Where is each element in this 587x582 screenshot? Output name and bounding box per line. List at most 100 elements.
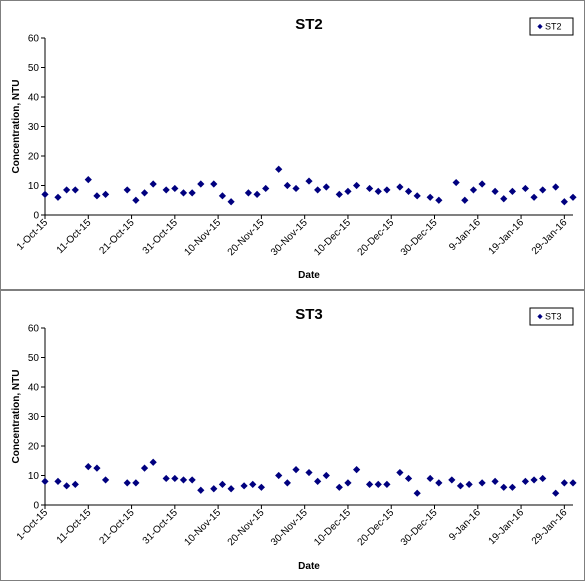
- data-point: [552, 489, 560, 497]
- y-tick-label: 30: [28, 122, 40, 133]
- data-point: [539, 186, 547, 194]
- data-point: [179, 189, 188, 197]
- data-point: [218, 192, 227, 200]
- data-point: [383, 186, 391, 194]
- data-point: [374, 480, 382, 488]
- data-point: [179, 476, 188, 484]
- y-tick-label: 30: [28, 412, 40, 423]
- y-tick-label: 10: [28, 471, 40, 482]
- data-point: [314, 186, 322, 194]
- x-tick-label: 10-Nov-15: [182, 217, 223, 258]
- data-point: [435, 479, 443, 487]
- x-tick-label: 10-Dec-15: [312, 217, 353, 258]
- data-point: [552, 183, 560, 191]
- data-point: [456, 482, 465, 490]
- data-point: [383, 480, 391, 488]
- x-tick-label: 10-Dec-15: [312, 507, 353, 548]
- data-point: [93, 464, 101, 472]
- data-point: [448, 476, 456, 484]
- legend-label: ST2: [545, 22, 562, 32]
- y-tick-label: 0: [33, 211, 39, 222]
- chart-st2: ST2 0 10 20 30 40 50 60 1-Oct-15 11-Oct-15 21-Oct-…: [11, 16, 577, 281]
- data-point: [275, 471, 283, 480]
- data-point: [569, 479, 577, 487]
- data-point: [491, 187, 499, 195]
- data-point: [305, 177, 313, 185]
- y-axis-label: Concentration, NTU: [11, 80, 22, 174]
- y-tick-label: 50: [28, 353, 40, 364]
- data-point: [171, 184, 179, 193]
- x-tick-label: 20-Dec-15: [356, 217, 397, 258]
- data-point: [149, 458, 157, 466]
- x-tick-label: 30-Nov-15: [269, 217, 310, 258]
- data-point: [404, 474, 413, 483]
- data-point: [162, 474, 170, 483]
- data-point: [171, 474, 179, 483]
- y-tick-label: 20: [28, 152, 40, 163]
- data-point: [461, 196, 469, 204]
- x-tick-label: 20-Nov-15: [226, 507, 267, 548]
- data-point: [478, 479, 486, 487]
- data-point: [539, 474, 547, 483]
- data-point: [396, 468, 404, 477]
- x-tick-label: 30-Dec-15: [399, 217, 440, 258]
- x-axis-label: Date: [298, 561, 320, 572]
- data-point: [365, 480, 374, 488]
- data-point: [249, 480, 257, 488]
- x-tick-label: 21-Oct-15: [97, 507, 137, 547]
- x-tick-label: 11-Oct-15: [55, 507, 94, 546]
- data-point: [41, 190, 49, 198]
- x-tick-label: 31-Oct-15: [141, 507, 181, 547]
- data-point: [93, 192, 101, 200]
- data-point: [123, 479, 131, 487]
- data-point: [353, 181, 361, 190]
- data-point: [218, 480, 227, 488]
- data-point: [262, 184, 270, 193]
- data-point: [322, 183, 330, 191]
- data-point: [521, 184, 529, 193]
- data-point: [132, 479, 140, 487]
- data-point: [292, 466, 300, 474]
- data-point: [530, 193, 538, 201]
- data-point: [396, 183, 404, 191]
- data-point: [188, 189, 196, 197]
- chart-panel-st2: ST2 0 10 20 30 40 50 60 1-Oct-15 11-Oct-15 21-Oct-…: [0, 0, 585, 290]
- data-point: [283, 479, 291, 487]
- data-point: [101, 190, 110, 198]
- x-tick-label: 9-Jan-16: [447, 507, 483, 543]
- data-point: [54, 193, 62, 201]
- chart-title: ST3: [295, 306, 323, 323]
- data-point: [71, 186, 79, 194]
- data-point: [452, 178, 460, 187]
- data-point: [101, 476, 110, 484]
- data-point: [426, 193, 434, 201]
- y-tick-label: 40: [28, 383, 40, 394]
- data-point: [140, 464, 149, 472]
- data-point: [84, 463, 92, 471]
- x-tick-label: 11-Oct-15: [55, 217, 94, 256]
- data-point: [413, 192, 421, 200]
- legend-marker: [537, 313, 543, 320]
- data-point: [560, 198, 568, 206]
- legend-label: ST3: [545, 312, 562, 322]
- data-point: [162, 186, 170, 194]
- y-tick-label: 60: [28, 324, 40, 335]
- legend-box: [529, 307, 574, 326]
- x-tick-label: 1-Oct-15: [15, 507, 51, 543]
- data-point: [149, 180, 157, 188]
- data-point: [240, 482, 248, 490]
- data-point: [335, 190, 343, 198]
- x-tick-label: 21-Oct-15: [97, 217, 137, 257]
- data-point: [365, 184, 374, 193]
- data-point: [41, 477, 49, 485]
- data-point: [140, 189, 149, 197]
- data-point: [63, 186, 71, 194]
- data-point: [244, 189, 253, 197]
- x-axis-label: Date: [298, 270, 320, 281]
- data-point: [314, 477, 322, 485]
- x-tick-label: 20-Nov-15: [226, 217, 267, 258]
- y-axis-label: Concentration, NTU: [11, 370, 22, 464]
- y-tick-label: 10: [28, 181, 40, 192]
- data-point: [465, 480, 473, 488]
- data-point: [197, 486, 205, 494]
